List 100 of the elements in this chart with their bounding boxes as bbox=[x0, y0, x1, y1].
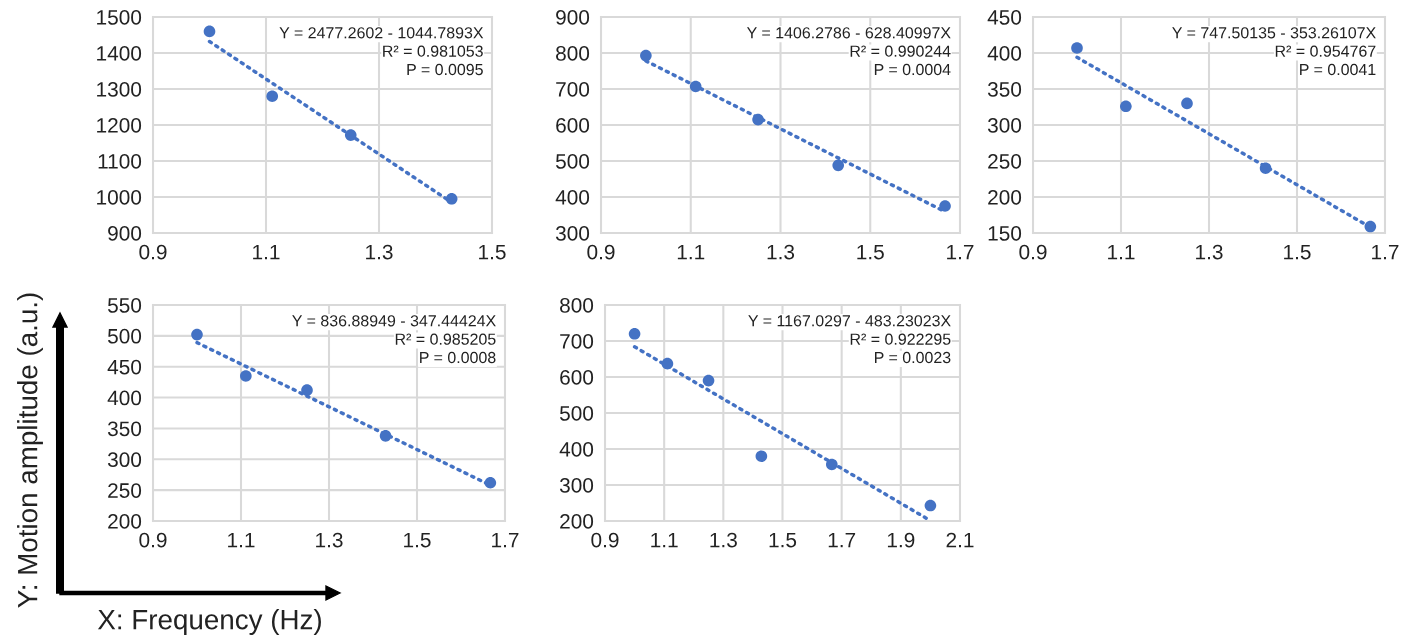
y-tick-label: 1100 bbox=[98, 154, 142, 169]
y-tick-label: 450 bbox=[987, 10, 1022, 25]
point bbox=[240, 370, 252, 382]
y-tick-label: 500 bbox=[559, 406, 594, 421]
point bbox=[301, 384, 313, 396]
annotation: R² = 0.981053 bbox=[383, 45, 483, 57]
y-tick-label: 350 bbox=[987, 82, 1022, 97]
point bbox=[1120, 100, 1132, 113]
x-tick-label: 1.7 bbox=[1372, 244, 1399, 260]
x-tick-label: 1.1 bbox=[228, 532, 255, 548]
point bbox=[1259, 162, 1272, 175]
x-tick-label: 1.3 bbox=[710, 532, 737, 548]
y-tick-label: 400 bbox=[107, 390, 142, 406]
x-tick-label: 1.5 bbox=[769, 532, 797, 548]
x-tick-label: 0.9 bbox=[139, 532, 167, 548]
y-tick-label: 800 bbox=[560, 298, 594, 313]
y-tick-label: 350 bbox=[107, 421, 142, 437]
annotation: Y = 836.88949 - 347.44424X bbox=[292, 315, 496, 327]
x-tick-label: 1.1 bbox=[1108, 244, 1135, 260]
x-tick-label: 1.3 bbox=[1196, 244, 1223, 260]
annotation: Y = 1406.2786 - 628.40997X bbox=[746, 27, 951, 39]
y-tick-label: 700 bbox=[556, 82, 590, 97]
y-tick-label: 900 bbox=[556, 10, 590, 25]
y-tick-label: 800 bbox=[556, 46, 590, 61]
x-tick-label: 2.1 bbox=[946, 532, 974, 548]
x-tick-label: 1.5 bbox=[1284, 244, 1311, 260]
x-tick-label: 1.7 bbox=[828, 532, 856, 548]
x-tick-label: 1.1 bbox=[651, 532, 678, 548]
point bbox=[826, 458, 838, 471]
point bbox=[1181, 97, 1193, 110]
point bbox=[755, 450, 768, 463]
y-tick-label: 300 bbox=[107, 452, 142, 468]
point bbox=[628, 327, 641, 340]
annotation: P = 0.0023 bbox=[875, 351, 951, 364]
x-tick-label: 1.3 bbox=[316, 532, 343, 548]
x-tick-label: 1.3 bbox=[767, 244, 795, 260]
x-tick-label: 0.9 bbox=[591, 532, 619, 548]
annotation: Y = 2477.2602 - 1044.7893X bbox=[279, 27, 484, 39]
y-tick-label: 1400 bbox=[97, 46, 142, 61]
x-tick-label: 1.5 bbox=[857, 244, 884, 260]
x-tick-label: 0.9 bbox=[1019, 244, 1047, 260]
x-tick-label: 1.9 bbox=[887, 532, 915, 548]
annotation: Y = 747.50135 - 353.26107X bbox=[1172, 27, 1376, 39]
x-tick-label: 1.7 bbox=[492, 532, 519, 548]
y-tick-label: 550 bbox=[107, 298, 142, 313]
point bbox=[702, 374, 715, 387]
point bbox=[445, 192, 458, 205]
point bbox=[752, 113, 764, 126]
point bbox=[1071, 42, 1083, 54]
x-tick-label: 1.1 bbox=[677, 244, 705, 260]
point bbox=[689, 80, 702, 93]
y-axis-title: Y: Motion amplitude (a.u.) bbox=[17, 293, 43, 608]
point bbox=[344, 129, 357, 141]
y-tick-label: 400 bbox=[987, 46, 1022, 61]
y-tick-label: 250 bbox=[988, 154, 1022, 169]
y-tick-label: 300 bbox=[987, 118, 1022, 133]
y-tick-label: 200 bbox=[108, 514, 142, 529]
y-tick-label: 600 bbox=[556, 118, 590, 133]
y-tick-label: 300 bbox=[559, 478, 594, 493]
y-tick-label: 1000 bbox=[97, 190, 142, 205]
x-tick-label: 1.1 bbox=[253, 244, 280, 260]
x-tick-label: 1.3 bbox=[366, 244, 393, 260]
y-tick-label: 200 bbox=[560, 514, 594, 529]
x-tick-label: 0.9 bbox=[587, 244, 615, 260]
annotation: R² = 0.985205 bbox=[395, 333, 496, 345]
y-tick-label: 900 bbox=[108, 226, 142, 241]
x-tick-label: 0.9 bbox=[139, 244, 167, 260]
y-tick-label: 1200 bbox=[97, 118, 142, 133]
y-tick-label: 400 bbox=[555, 190, 590, 205]
y-tick-label: 500 bbox=[555, 154, 590, 169]
x-axis-title: X: Frequency (Hz) bbox=[97, 609, 321, 635]
annotation: P = 0.0004 bbox=[874, 63, 951, 76]
annotation: Y = 1167.0297 - 483.23023X bbox=[748, 315, 951, 327]
point bbox=[266, 90, 279, 103]
x-tick-label: 1.5 bbox=[404, 532, 431, 548]
point bbox=[203, 25, 216, 38]
y-tick-label: 1300 bbox=[97, 82, 142, 97]
point bbox=[484, 476, 497, 489]
y-tick-label: 200 bbox=[988, 190, 1022, 205]
y-tick-label: 700 bbox=[560, 334, 594, 349]
x-tick-label: 1.5 bbox=[479, 244, 506, 260]
point bbox=[640, 49, 652, 62]
y-tick-label: 1500 bbox=[97, 10, 142, 25]
annotation: P = 0.0095 bbox=[407, 63, 483, 76]
y-tick-label: 250 bbox=[108, 483, 142, 498]
y-tick-label: 500 bbox=[107, 328, 142, 344]
point bbox=[191, 328, 203, 341]
y-tick-label: 600 bbox=[560, 370, 594, 385]
point bbox=[924, 499, 937, 512]
point bbox=[379, 430, 392, 442]
point bbox=[832, 159, 845, 172]
annotation: R² = 0.990244 bbox=[850, 45, 951, 57]
y-tick-label: 450 bbox=[107, 359, 142, 375]
point bbox=[939, 200, 951, 212]
annotation: R² = 0.922295 bbox=[850, 333, 951, 345]
annotation: P = 0.0008 bbox=[420, 351, 496, 364]
annotation: R² = 0.954767 bbox=[1275, 45, 1376, 57]
point bbox=[1364, 220, 1377, 233]
point bbox=[661, 357, 674, 370]
annotation: P = 0.0041 bbox=[1300, 63, 1376, 76]
